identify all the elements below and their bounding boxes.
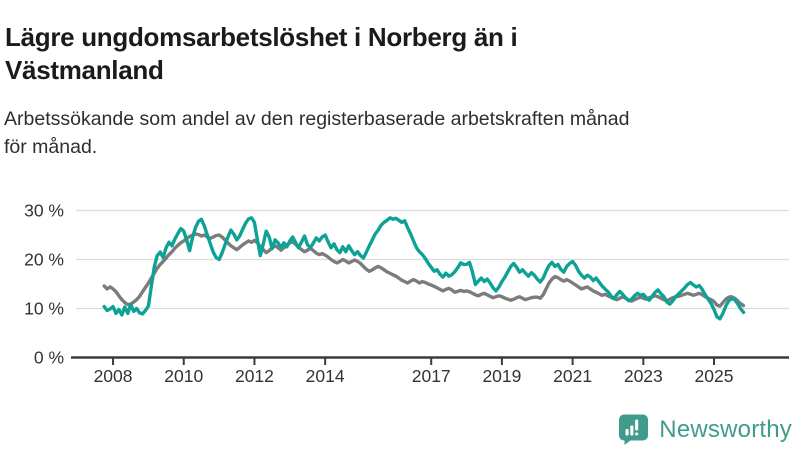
- x-axis-label-2017: 2017: [412, 366, 451, 386]
- x-axis-label-2014: 2014: [306, 366, 345, 386]
- x-axis-label-2010: 2010: [164, 366, 203, 386]
- exclamation-stem: [635, 419, 639, 431]
- series-line-vstmanland: [102, 232, 746, 308]
- newsworthy-brand-text: Newsworthy: [659, 415, 792, 443]
- bar-tall: [630, 425, 634, 436]
- newsworthy-logo[interactable]: Newsworthy: [617, 413, 792, 446]
- x-axis-label-2012: 2012: [235, 366, 274, 386]
- y-axis-label-0: 0 %: [34, 348, 64, 368]
- chart-subtitle-line2: för månad.: [4, 135, 98, 158]
- y-axis-label-10: 10 %: [24, 299, 64, 319]
- x-axis-label-2008: 2008: [94, 366, 133, 386]
- page-title: Lägre ungdomsarbetslöshet i Norberg än i…: [5, 21, 518, 85]
- bar-small: [625, 429, 629, 436]
- page-title-line2: Västmanland: [5, 54, 164, 85]
- y-axis-label-20: 20 %: [24, 250, 64, 270]
- page-title-line1: Lägre ungdomsarbetslöshet i Norberg än i: [5, 22, 518, 53]
- series-line-norberg: [102, 216, 746, 321]
- bar-chart-speech-bubble-icon: [619, 414, 649, 445]
- speech-bubble-shape: [619, 414, 649, 445]
- y-axis-label-30: 30 %: [24, 201, 64, 221]
- x-axis-label-2019: 2019: [482, 366, 521, 386]
- x-axis-label-2021: 2021: [553, 366, 592, 386]
- x-axis-label-2025: 2025: [695, 366, 734, 386]
- chart-subtitle: Arbetssökande som andel av den registerb…: [4, 106, 629, 161]
- chart-subtitle-line1: Arbetssökande som andel av den registerb…: [4, 108, 630, 130]
- x-axis-label-2023: 2023: [624, 366, 663, 386]
- exclamation-dot: [635, 432, 639, 436]
